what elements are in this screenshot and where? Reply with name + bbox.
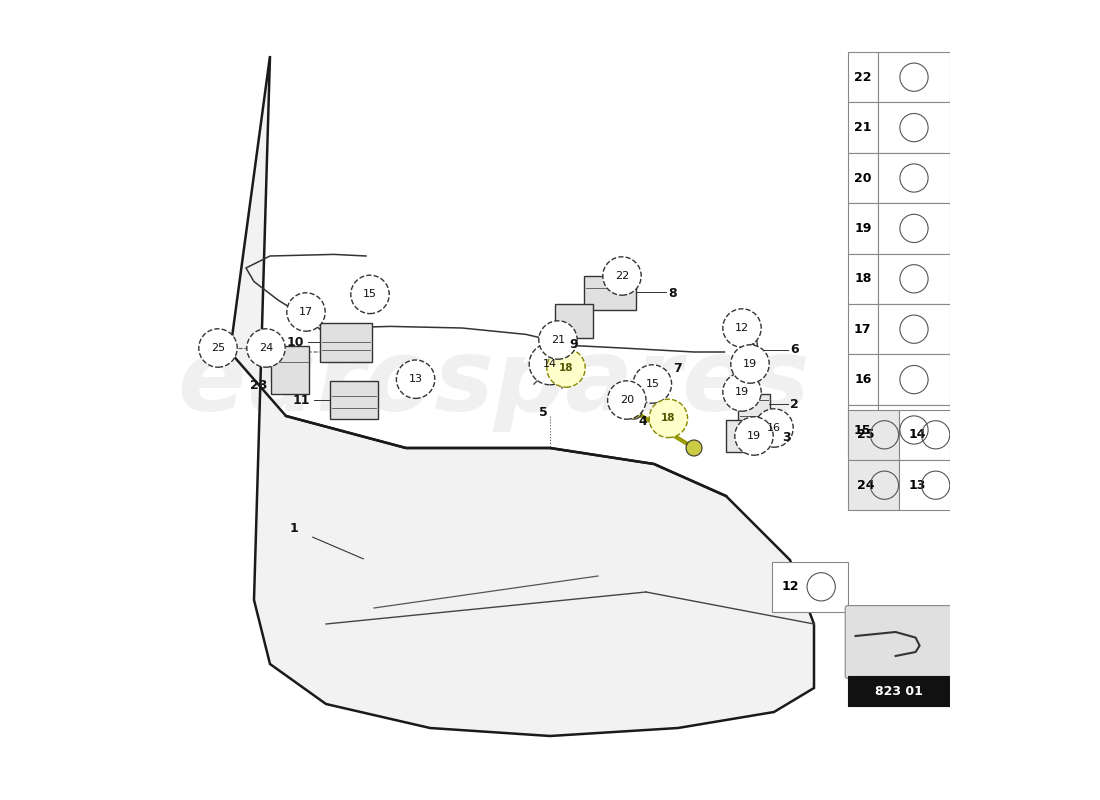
Text: 7: 7 (673, 362, 682, 374)
FancyBboxPatch shape (726, 420, 758, 452)
Bar (899, 460, 950, 510)
Circle shape (529, 343, 571, 385)
Text: 18: 18 (661, 414, 675, 423)
Bar (848, 203, 878, 254)
Circle shape (396, 360, 435, 398)
Text: 21: 21 (551, 335, 565, 345)
Bar (848, 254, 878, 304)
Text: 13: 13 (408, 374, 422, 384)
FancyBboxPatch shape (330, 381, 378, 419)
Bar (878, 52, 950, 102)
Text: 17: 17 (299, 307, 314, 317)
Circle shape (736, 430, 748, 442)
Bar (878, 203, 950, 254)
Text: 19: 19 (747, 431, 761, 441)
Bar (899, 410, 950, 460)
Text: 25: 25 (857, 428, 874, 442)
Bar (878, 254, 950, 304)
Bar (848, 354, 878, 405)
Text: 823 01: 823 01 (874, 685, 923, 698)
Text: 5: 5 (539, 406, 548, 418)
Bar (848, 676, 950, 706)
Polygon shape (230, 56, 814, 736)
Text: 12: 12 (781, 580, 799, 594)
Text: 17: 17 (854, 322, 871, 336)
Bar (878, 405, 950, 455)
Circle shape (351, 275, 389, 314)
Text: 9: 9 (570, 338, 579, 350)
Text: 6: 6 (790, 343, 799, 356)
Text: 11: 11 (293, 394, 310, 406)
Circle shape (626, 403, 642, 419)
Text: 18: 18 (559, 363, 573, 373)
FancyBboxPatch shape (271, 346, 309, 394)
Circle shape (755, 409, 793, 447)
Text: 19: 19 (854, 222, 871, 235)
Text: 12: 12 (735, 323, 749, 333)
Bar (878, 304, 950, 354)
Text: 16: 16 (767, 423, 781, 433)
Circle shape (723, 373, 761, 411)
Text: 2: 2 (790, 398, 799, 410)
Bar (848, 52, 878, 102)
Text: 8: 8 (669, 287, 676, 300)
Text: eurospares: eurospares (178, 335, 811, 433)
Circle shape (547, 349, 585, 387)
Bar (848, 102, 878, 153)
Text: 25: 25 (211, 343, 226, 353)
FancyBboxPatch shape (845, 606, 953, 678)
Text: 23: 23 (250, 379, 267, 392)
Circle shape (246, 329, 285, 367)
Bar (848, 153, 878, 203)
Text: 21: 21 (854, 121, 871, 134)
Circle shape (539, 321, 578, 359)
Bar (848, 304, 878, 354)
Circle shape (735, 417, 773, 455)
Circle shape (287, 293, 326, 331)
Circle shape (199, 329, 238, 367)
Text: 24: 24 (258, 343, 273, 353)
Text: 24: 24 (857, 478, 874, 492)
Bar (878, 354, 950, 405)
Circle shape (649, 399, 688, 438)
Bar (848, 405, 878, 455)
Text: 15: 15 (363, 290, 377, 299)
Text: 19: 19 (742, 359, 757, 369)
Bar (878, 153, 950, 203)
Circle shape (603, 257, 641, 295)
Text: 14: 14 (909, 428, 926, 442)
Text: 16: 16 (854, 373, 871, 386)
Text: 15: 15 (854, 423, 871, 437)
FancyBboxPatch shape (320, 323, 372, 362)
Text: 4: 4 (639, 415, 648, 428)
Text: 22: 22 (854, 70, 871, 84)
Circle shape (686, 440, 702, 456)
Bar (848, 460, 899, 510)
FancyBboxPatch shape (584, 276, 636, 310)
Circle shape (730, 345, 769, 383)
Text: 13: 13 (909, 478, 926, 492)
Text: 1: 1 (289, 522, 298, 534)
Text: 18: 18 (854, 272, 871, 286)
Bar (878, 102, 950, 153)
FancyBboxPatch shape (738, 394, 770, 442)
Text: a passion for parts since 1985: a passion for parts since 1985 (359, 471, 630, 489)
Circle shape (607, 381, 646, 419)
Text: 15: 15 (646, 379, 659, 389)
Text: 22: 22 (615, 271, 629, 281)
Text: 20: 20 (854, 171, 871, 185)
Text: 10: 10 (286, 336, 304, 349)
FancyBboxPatch shape (554, 304, 593, 338)
Text: 20: 20 (619, 395, 634, 405)
Circle shape (723, 309, 761, 347)
Bar (848, 410, 899, 460)
Circle shape (634, 365, 672, 403)
Text: 3: 3 (782, 431, 791, 444)
Text: 19: 19 (735, 387, 749, 397)
Bar (771, 562, 848, 612)
Text: 14: 14 (543, 359, 557, 369)
